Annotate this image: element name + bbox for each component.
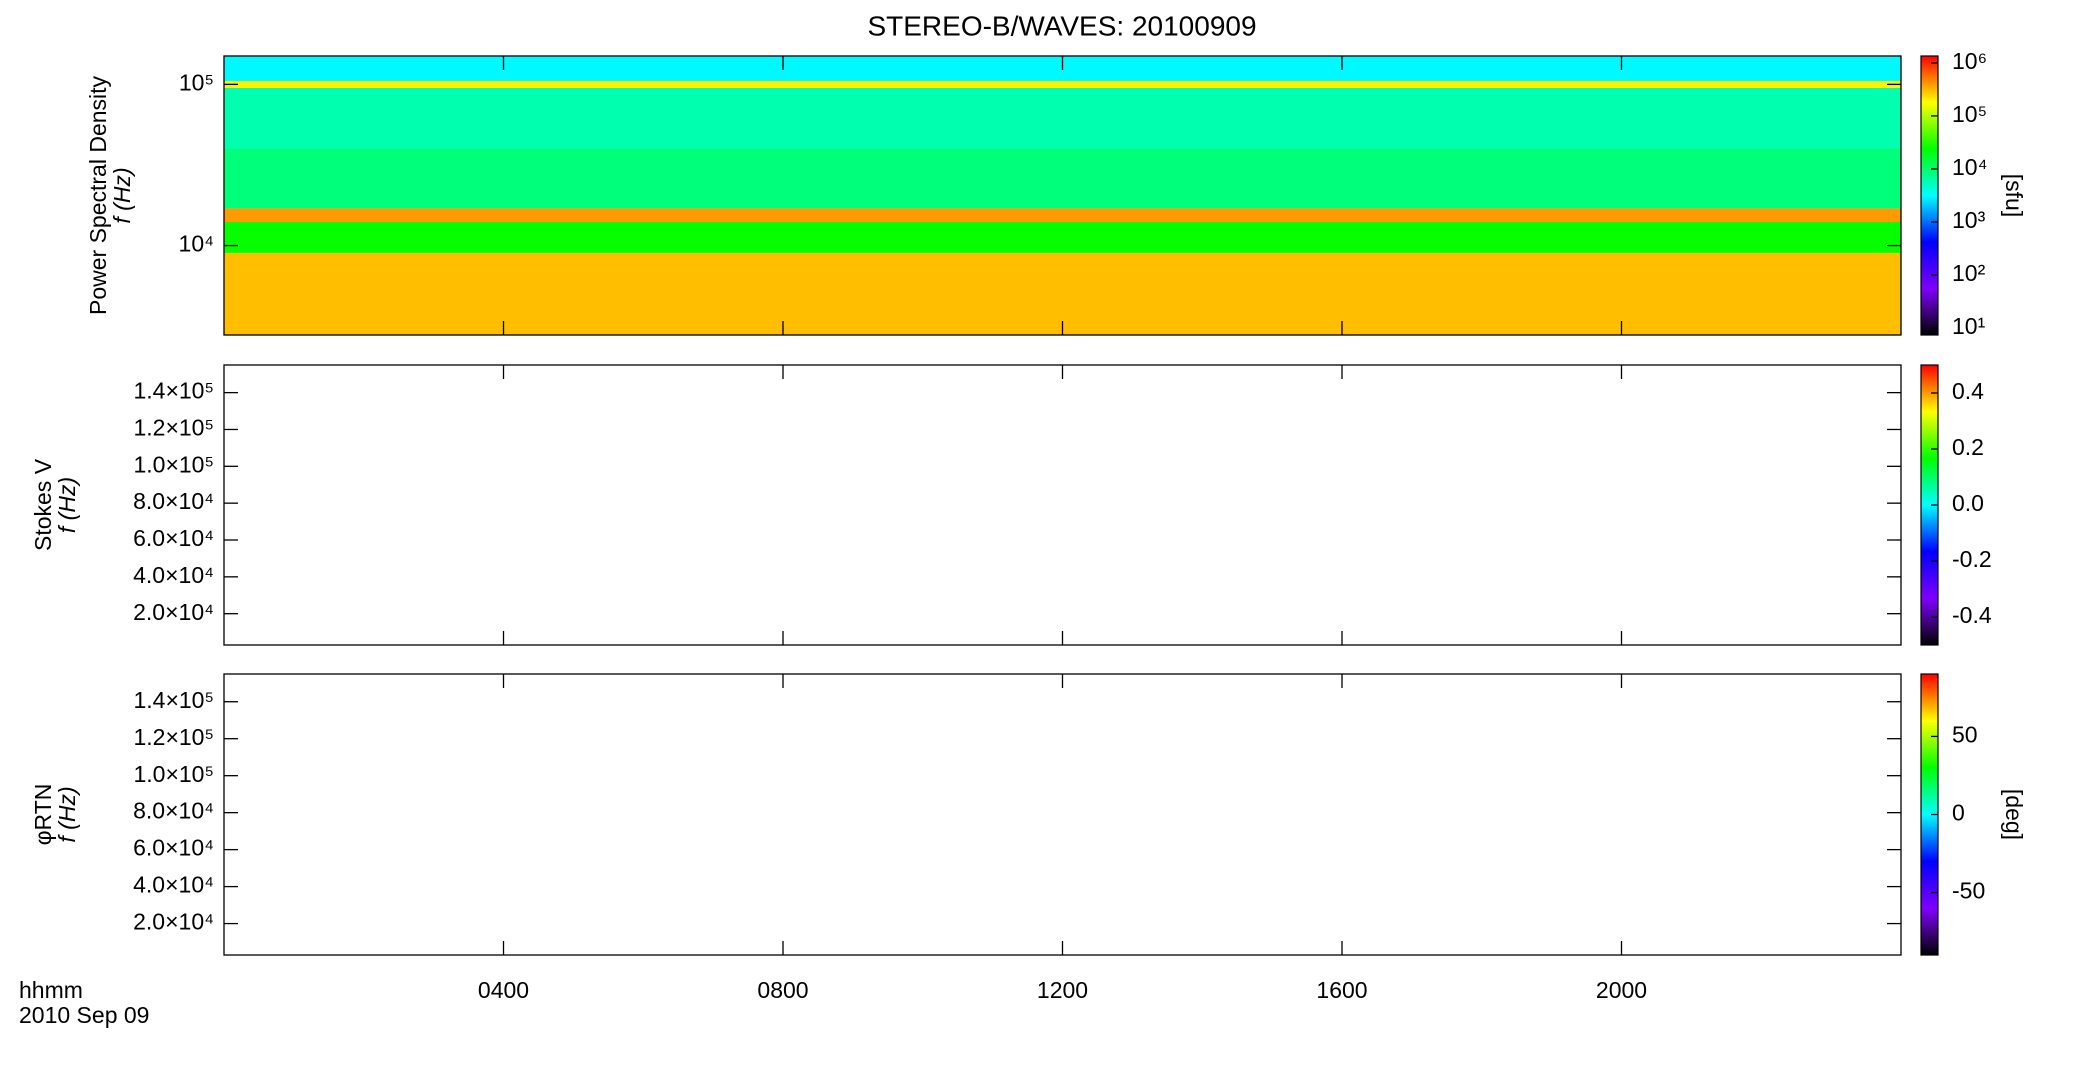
chart-title: STEREO-B/WAVES: 20100909 [867,10,1256,41]
spectrogram-band [224,148,1901,209]
x-tick-label: 0800 [757,977,808,1003]
y-axis-label: φRTN [30,784,56,846]
x-axis-label: 2010 Sep 09 [19,1002,149,1028]
colorbar-tick-label: -0.4 [1952,602,1992,628]
y-tick-label: 8.0×10⁴ [133,798,214,824]
x-tick-label: 1600 [1316,977,1367,1003]
x-tick-label: 0400 [478,977,529,1003]
y-tick-label: 6.0×10⁴ [133,835,214,861]
y-tick-label: 1.0×10⁵ [133,761,214,787]
y-tick-label: 10⁵ [179,69,214,95]
y-axis-label: f (Hz) [54,786,80,842]
spectrogram-band [224,221,1901,253]
y-tick-label: 10⁴ [179,231,214,257]
y-tick-label: 8.0×10⁴ [133,488,214,514]
y-tick-label: 1.4×10⁵ [133,378,214,404]
colorbar-tick-label: 10² [1952,260,1986,286]
plot-frame [223,673,1902,956]
colorbar-tick-label: 50 [1952,722,1978,748]
x-tick-label: 2000 [1596,977,1647,1003]
y-tick-label: 1.4×10⁵ [133,687,214,713]
y-tick-label: 2.0×10⁴ [133,909,214,935]
colorbar-label: [deg] [2001,789,2027,840]
y-tick-label: 2.0×10⁴ [133,599,214,625]
colorbar-tick-label: 0 [1952,800,1965,826]
y-tick-label: 6.0×10⁴ [133,525,214,551]
colorbar-tick-label: 10¹ [1952,313,1986,339]
spectrogram-band [224,80,1901,88]
y-axis-label: Stokes V [30,458,56,551]
colorbar-tick-label: -0.2 [1952,546,1992,572]
colorbar-tick-label: 10⁵ [1952,101,1987,127]
y-tick-label: 1.0×10⁵ [133,451,214,477]
y-tick-label: 1.2×10⁵ [133,415,214,441]
spectrogram-band [224,208,1901,222]
colorbar-tick-label: 0.4 [1952,378,1984,404]
y-tick-label: 1.2×10⁵ [133,724,214,750]
colorbar [1920,55,1939,336]
y-axis-label: Power Spectral Density [85,75,111,315]
plot-frame [223,364,1902,646]
colorbar-tick-label: 10³ [1952,207,1986,233]
y-axis-label: f (Hz) [54,477,80,533]
colorbar-tick-label: 10⁴ [1952,154,1987,180]
y-tick-label: 4.0×10⁴ [133,872,214,898]
colorbar-tick-label: 10⁶ [1952,48,1987,74]
x-axis-label: hhmm [19,977,83,1003]
colorbar-tick-label: -50 [1952,878,1985,904]
x-tick-label: 1200 [1037,977,1088,1003]
spectrogram-band [224,87,1901,149]
y-tick-label: 4.0×10⁴ [133,562,214,588]
colorbar-label: [sfu] [2001,174,2027,217]
colorbar-tick-label: 0.2 [1952,434,1984,460]
colorbar-tick-label: 0.0 [1952,490,1984,516]
y-axis-label: f (Hz) [109,167,135,223]
